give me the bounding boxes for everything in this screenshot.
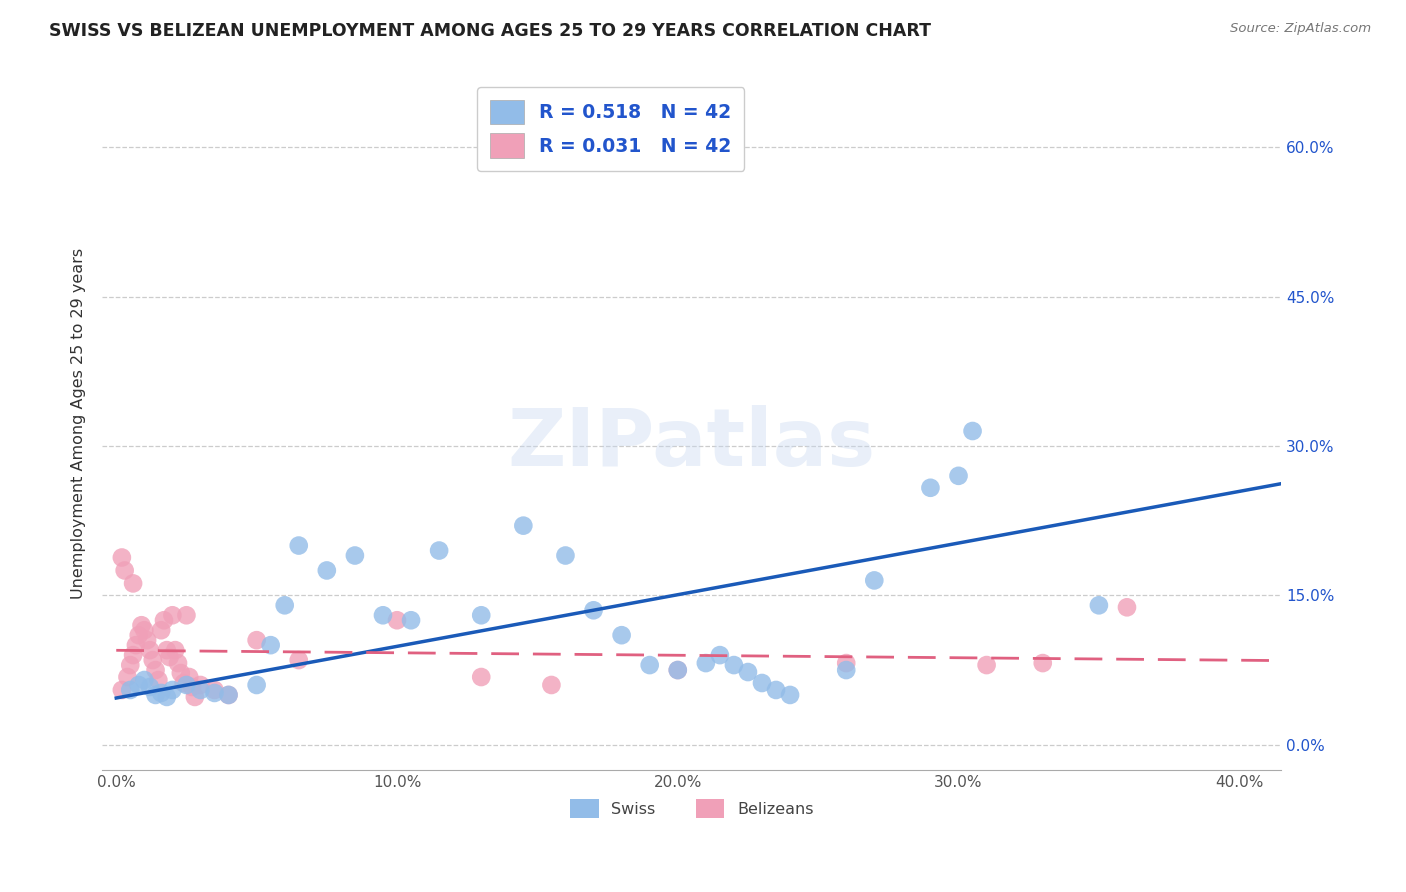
Point bbox=[150, 686, 173, 700]
Point bbox=[709, 648, 731, 662]
Point bbox=[470, 670, 492, 684]
Legend: Swiss, Belizeans: Swiss, Belizeans bbox=[564, 793, 820, 824]
Point bbox=[159, 650, 181, 665]
Point bbox=[737, 665, 759, 679]
Point bbox=[948, 468, 970, 483]
Point bbox=[540, 678, 562, 692]
Point bbox=[920, 481, 942, 495]
Point bbox=[385, 613, 408, 627]
Point bbox=[136, 633, 159, 648]
Point bbox=[156, 643, 179, 657]
Point bbox=[1116, 600, 1139, 615]
Point bbox=[176, 608, 198, 623]
Point bbox=[139, 680, 162, 694]
Point bbox=[976, 658, 998, 673]
Point bbox=[218, 688, 240, 702]
Point bbox=[190, 678, 212, 692]
Point bbox=[128, 678, 150, 692]
Point bbox=[125, 638, 148, 652]
Point bbox=[153, 613, 176, 627]
Point bbox=[122, 576, 145, 591]
Point bbox=[765, 683, 787, 698]
Point bbox=[176, 678, 198, 692]
Point bbox=[128, 628, 150, 642]
Point bbox=[751, 676, 773, 690]
Text: ZIPatlas: ZIPatlas bbox=[508, 405, 876, 483]
Point bbox=[181, 680, 204, 694]
Point bbox=[167, 656, 190, 670]
Point bbox=[399, 613, 422, 627]
Point bbox=[120, 683, 142, 698]
Point bbox=[204, 683, 226, 698]
Point bbox=[111, 550, 134, 565]
Point bbox=[139, 643, 162, 657]
Point bbox=[134, 624, 156, 638]
Point bbox=[173, 676, 195, 690]
Point bbox=[638, 658, 661, 673]
Point bbox=[156, 690, 179, 704]
Point bbox=[122, 648, 145, 662]
Point bbox=[218, 688, 240, 702]
Point bbox=[666, 663, 689, 677]
Point bbox=[145, 688, 167, 702]
Point bbox=[343, 549, 366, 563]
Point bbox=[142, 653, 165, 667]
Point bbox=[204, 686, 226, 700]
Point bbox=[554, 549, 576, 563]
Point bbox=[131, 618, 153, 632]
Point bbox=[179, 670, 201, 684]
Point bbox=[120, 658, 142, 673]
Point bbox=[835, 663, 858, 677]
Point bbox=[260, 638, 283, 652]
Text: Source: ZipAtlas.com: Source: ZipAtlas.com bbox=[1230, 22, 1371, 36]
Point bbox=[315, 564, 337, 578]
Point bbox=[695, 656, 717, 670]
Y-axis label: Unemployment Among Ages 25 to 29 years: Unemployment Among Ages 25 to 29 years bbox=[72, 248, 86, 599]
Point bbox=[582, 603, 605, 617]
Point bbox=[512, 518, 534, 533]
Point bbox=[863, 574, 886, 588]
Text: SWISS VS BELIZEAN UNEMPLOYMENT AMONG AGES 25 TO 29 YEARS CORRELATION CHART: SWISS VS BELIZEAN UNEMPLOYMENT AMONG AGE… bbox=[49, 22, 931, 40]
Point bbox=[150, 624, 173, 638]
Point bbox=[117, 670, 139, 684]
Point bbox=[165, 643, 187, 657]
Point bbox=[779, 688, 801, 702]
Point bbox=[184, 690, 207, 704]
Point bbox=[148, 673, 170, 687]
Point bbox=[723, 658, 745, 673]
Point bbox=[170, 666, 193, 681]
Point bbox=[114, 564, 136, 578]
Point bbox=[835, 656, 858, 670]
Point bbox=[1032, 656, 1054, 670]
Point bbox=[145, 663, 167, 677]
Point bbox=[246, 633, 269, 648]
Point bbox=[134, 673, 156, 687]
Point bbox=[610, 628, 633, 642]
Point bbox=[162, 608, 184, 623]
Point bbox=[111, 683, 134, 698]
Point bbox=[190, 683, 212, 698]
Point bbox=[666, 663, 689, 677]
Point bbox=[162, 683, 184, 698]
Point bbox=[470, 608, 492, 623]
Point bbox=[371, 608, 394, 623]
Point bbox=[287, 539, 309, 553]
Point bbox=[287, 653, 309, 667]
Point bbox=[962, 424, 984, 438]
Point bbox=[427, 543, 450, 558]
Point bbox=[1088, 599, 1111, 613]
Point bbox=[246, 678, 269, 692]
Point bbox=[273, 599, 295, 613]
